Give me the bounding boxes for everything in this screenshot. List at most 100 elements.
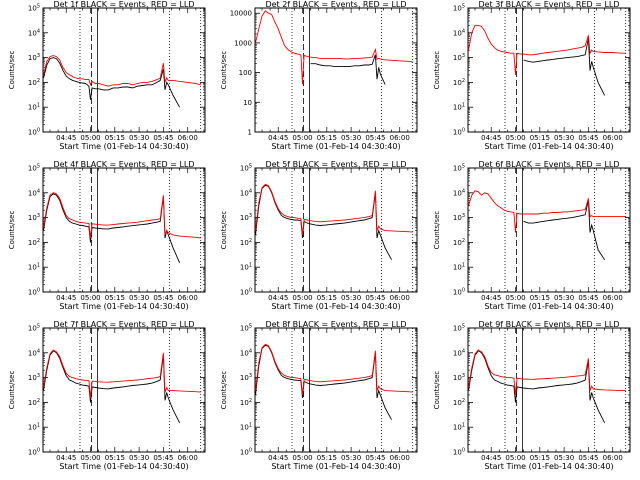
y-tick-label: 104 [28, 188, 40, 197]
x-tick-label: 05:45 [153, 294, 173, 302]
panel-title: Det 9f BLACK = Events, RED = LLD [478, 320, 619, 329]
x-tick-label: 05:00 [80, 294, 100, 302]
x-tick-label: 05:15 [530, 454, 550, 462]
y-tick-label: 100 [28, 128, 40, 137]
x-tick-label: 05:30 [554, 294, 574, 302]
y-tick-label: 101 [453, 263, 465, 272]
series-lld-line [43, 55, 201, 87]
x-tick-label: 05:15 [317, 294, 337, 302]
y-tick-label: 105 [453, 164, 465, 173]
plot-frame [467, 167, 631, 293]
y-tick-label: 102 [453, 78, 465, 87]
y-tick-label: 104 [453, 348, 465, 357]
detector-panel-1: Det 1f BLACK = Events, RED = LLD 100 101 10… [8, 0, 206, 151]
y-axis-label: Counts/sec [433, 51, 441, 90]
detector-panel-8: Det 8f BLACK = Events, RED = LLD 100 101 10… [220, 320, 418, 471]
y-tick-label: 100 [239, 69, 252, 77]
x-tick-label: 05:30 [554, 454, 574, 462]
detector-panel-6: Det 6f BLACK = Events, RED = LLD 100 101 10… [433, 160, 631, 311]
series-lld-line [255, 183, 413, 235]
y-tick-label: 103 [453, 53, 465, 62]
panel-title: Det 4f BLACK = Events, RED = LLD [53, 160, 194, 169]
x-tick-label: 05:15 [317, 134, 337, 142]
y-tick-label: 105 [453, 324, 465, 333]
x-tick-label: 04:45 [481, 134, 501, 142]
panel-title: Det 3f BLACK = Events, RED = LLD [478, 0, 619, 9]
y-tick-label: 105 [28, 164, 40, 173]
plot-frame [42, 327, 206, 453]
y-tick-label: 103 [453, 373, 465, 382]
x-tick-label: 06:00 [390, 294, 410, 302]
x-axis-label: Start Time (01-Feb-14 04:30:40) [59, 462, 188, 471]
x-axis-label: Start Time (01-Feb-14 04:30:40) [271, 302, 400, 311]
x-axis-label: Start Time (01-Feb-14 04:30:40) [271, 142, 400, 151]
y-tick-label: 101 [240, 423, 252, 432]
series-lld-line [43, 192, 201, 239]
panel-title: Det 6f BLACK = Events, RED = LLD [478, 160, 619, 169]
x-tick-label: 05:30 [129, 134, 149, 142]
y-tick-label: 100 [453, 448, 465, 457]
x-tick-label: 05:15 [105, 294, 125, 302]
y-tick-label: 100 [453, 288, 465, 297]
x-tick-label: 06:00 [178, 134, 198, 142]
y-tick-label: 103 [240, 213, 252, 222]
x-tick-label: 05:00 [80, 134, 100, 142]
x-tick-label: 05:00 [292, 454, 312, 462]
x-tick-label: 05:00 [505, 454, 525, 462]
y-tick-label: 100 [28, 448, 40, 457]
x-tick-label: 06:00 [178, 454, 198, 462]
panel-title: Det 1f BLACK = Events, RED = LLD [53, 0, 194, 9]
x-tick-label: 04:45 [268, 134, 288, 142]
y-tick-label: 101 [453, 103, 465, 112]
x-tick-label: 05:45 [365, 134, 385, 142]
x-tick-label: 05:15 [317, 454, 337, 462]
y-tick-label: 10 [243, 99, 252, 107]
x-axis-label: Start Time (01-Feb-14 04:30:40) [484, 462, 613, 471]
x-tick-label: 05:30 [341, 294, 361, 302]
y-tick-label: 105 [240, 164, 252, 173]
x-tick-label: 04:45 [268, 294, 288, 302]
detector-panel-2: Det 2f BLACK = Events, RED = LLD 1 10 100 10… [220, 0, 418, 151]
series-events-line [255, 344, 392, 420]
panel-title: Det 7f BLACK = Events, RED = LLD [53, 320, 194, 329]
series-events-line [468, 350, 606, 424]
y-tick-label: 103 [453, 213, 465, 222]
y-tick-label: 104 [453, 188, 465, 197]
x-tick-label: 04:45 [56, 134, 76, 142]
x-tick-label: 05:00 [505, 134, 525, 142]
y-tick-label: 104 [453, 28, 465, 37]
x-tick-label: 05:30 [129, 454, 149, 462]
y-axis-label: Counts/sec [8, 211, 16, 250]
y-tick-label: 101 [453, 423, 465, 432]
y-tick-label: 100 [240, 448, 252, 457]
x-tick-label: 05:00 [292, 294, 312, 302]
y-tick-label: 104 [28, 28, 40, 37]
y-axis-label: Counts/sec [220, 371, 228, 410]
y-tick-label: 105 [28, 324, 40, 333]
x-axis-label: Start Time (01-Feb-14 04:30:40) [484, 302, 613, 311]
x-tick-label: 04:45 [481, 294, 501, 302]
x-tick-label: 05:45 [365, 454, 385, 462]
series-lld-line [43, 349, 201, 399]
y-tick-label: 104 [28, 348, 40, 357]
x-tick-label: 05:30 [341, 454, 361, 462]
y-tick-label: 100 [453, 128, 465, 137]
series-events-line [255, 184, 392, 260]
x-tick-label: 06:00 [603, 454, 623, 462]
series-events-line [43, 350, 181, 424]
y-tick-label: 105 [453, 4, 465, 13]
series-events-line [43, 57, 180, 108]
series-events-line [43, 193, 181, 263]
plot-frame [42, 7, 206, 133]
detector-panel-3: Det 3f BLACK = Events, RED = LLD 100 101 10… [433, 0, 631, 151]
y-tick-label: 103 [28, 213, 40, 222]
plot-frame [467, 7, 631, 133]
x-tick-label: 05:30 [129, 294, 149, 302]
y-axis-label: Counts/sec [8, 51, 16, 90]
y-tick-label: 102 [453, 398, 465, 407]
x-tick-label: 06:00 [603, 294, 623, 302]
y-axis-label: Counts/sec [433, 371, 441, 410]
panel-title: Det 2f BLACK = Events, RED = LLD [265, 0, 406, 9]
y-tick-label: 101 [240, 263, 252, 272]
series-lld-line [255, 10, 413, 85]
